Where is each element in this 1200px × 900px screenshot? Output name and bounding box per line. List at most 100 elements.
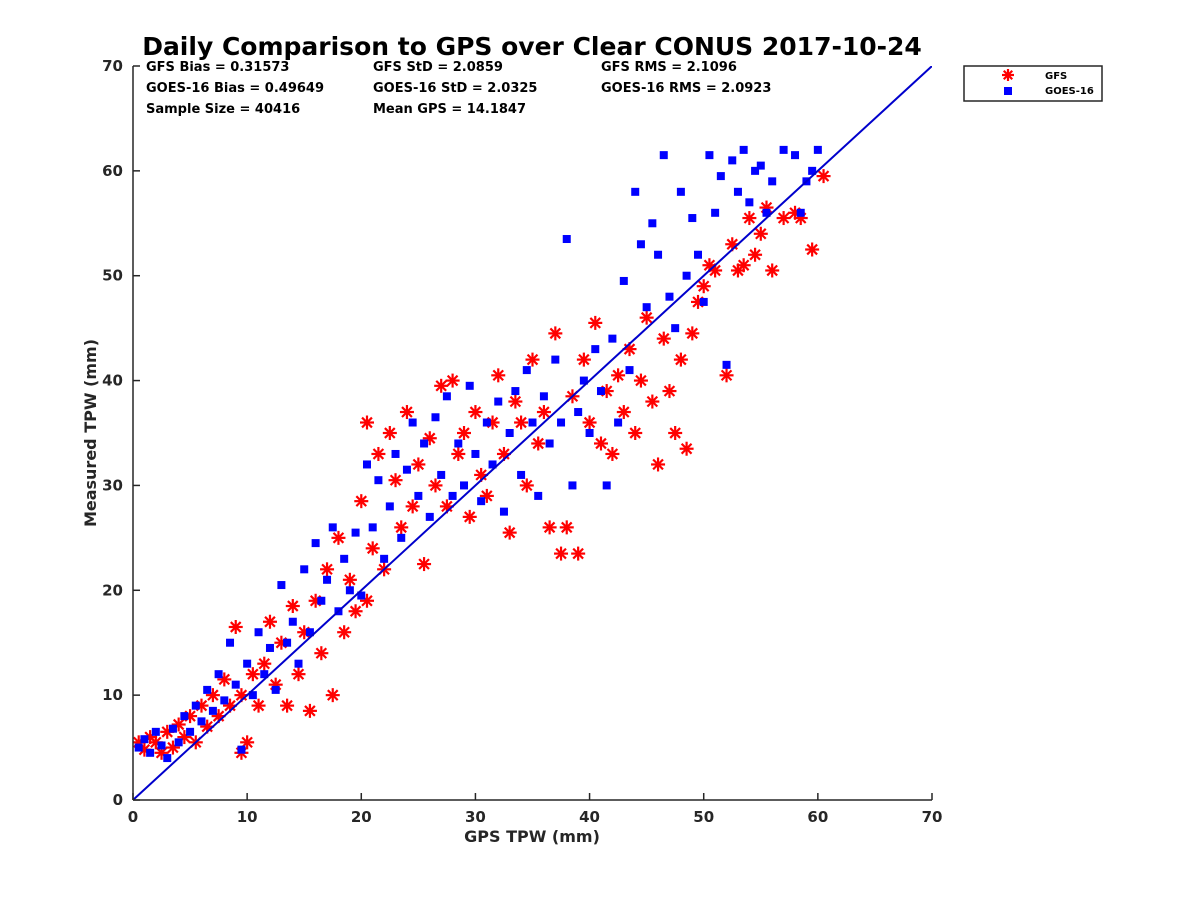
goes16-point bbox=[642, 303, 651, 312]
goes16-point bbox=[791, 151, 800, 160]
x-tick-label: 0 bbox=[128, 808, 138, 826]
goes16-point bbox=[237, 745, 246, 754]
gfs-point bbox=[462, 509, 477, 524]
y-tick-label: 10 bbox=[102, 686, 123, 704]
goes16-point bbox=[562, 235, 571, 244]
y-axis-label: Measured TPW (mm) bbox=[81, 339, 100, 527]
stat-mean-gps: Mean GPS = 14.1847 bbox=[373, 102, 526, 117]
reference-line bbox=[133, 66, 932, 800]
goes16-point bbox=[534, 491, 543, 500]
gfs-point bbox=[257, 656, 272, 671]
gfs-point bbox=[542, 520, 557, 535]
gfs-point bbox=[291, 667, 306, 682]
goes16-point bbox=[191, 701, 200, 710]
goes16-point bbox=[151, 727, 160, 736]
goes16-point bbox=[557, 418, 566, 427]
gfs-point bbox=[588, 315, 603, 330]
goes16-point bbox=[779, 145, 788, 154]
goes16-point bbox=[174, 738, 183, 747]
y-tick-label: 30 bbox=[102, 476, 123, 494]
gfs-point bbox=[280, 698, 295, 713]
plot-area bbox=[133, 66, 932, 800]
goes16-point bbox=[431, 413, 440, 422]
goes16-point bbox=[442, 392, 451, 401]
goes16-point bbox=[305, 628, 314, 637]
goes16-point bbox=[636, 240, 645, 249]
goes16-point bbox=[271, 685, 280, 694]
goes16-point bbox=[522, 366, 531, 375]
goes16-point bbox=[254, 628, 263, 637]
goes16-point bbox=[694, 250, 703, 259]
goes16-point bbox=[585, 429, 594, 437]
goes16-point bbox=[808, 166, 817, 175]
gfs-point bbox=[228, 619, 243, 634]
goes16-point bbox=[711, 208, 720, 217]
gfs-point bbox=[394, 520, 409, 535]
goes16-point bbox=[380, 554, 389, 563]
goes16-point bbox=[505, 429, 514, 437]
gfs-point bbox=[434, 378, 449, 393]
goes16-point bbox=[739, 145, 748, 154]
goes16-point bbox=[574, 408, 583, 417]
x-tick-label: 70 bbox=[922, 808, 943, 826]
goes16-point bbox=[596, 387, 605, 396]
goes16-point bbox=[220, 696, 229, 705]
x-tick-label: 10 bbox=[237, 808, 258, 826]
goes16-point bbox=[323, 575, 332, 584]
gfs-point bbox=[748, 247, 763, 262]
goes16-point bbox=[465, 381, 474, 390]
goes16-point bbox=[157, 741, 166, 750]
stat-gfs-bias: GFS Bias = 0.31573 bbox=[146, 60, 289, 75]
gfs-point bbox=[673, 352, 688, 367]
gfs-point bbox=[251, 698, 266, 713]
y-axis-ticks: 0 10 20 30 40 50 60 70 bbox=[102, 57, 140, 809]
goes16-point bbox=[751, 166, 760, 175]
chart-title: Daily Comparison to GPS over Clear CONUS… bbox=[142, 32, 922, 61]
goes16-point bbox=[402, 465, 411, 474]
goes16-point bbox=[579, 376, 588, 385]
gfs-point bbox=[639, 310, 654, 325]
goes16-point bbox=[813, 145, 822, 154]
gfs-point bbox=[262, 614, 277, 629]
goes16-point bbox=[345, 586, 354, 595]
goes16-point bbox=[391, 449, 400, 458]
gfs-point bbox=[325, 688, 340, 703]
gfs-point bbox=[405, 499, 420, 514]
gfs-point bbox=[576, 352, 591, 367]
goes16-point bbox=[568, 481, 577, 490]
gfs-point bbox=[491, 368, 506, 383]
gfs-point bbox=[514, 415, 529, 430]
goes16-point bbox=[357, 591, 366, 600]
goes16-point bbox=[482, 418, 491, 427]
gfs-point bbox=[382, 426, 397, 440]
gfs-point bbox=[314, 646, 329, 661]
gfs-point bbox=[753, 226, 768, 241]
gfs-point bbox=[399, 405, 414, 420]
y-tick-label: 20 bbox=[102, 581, 123, 599]
gfs-point bbox=[633, 373, 648, 388]
gfs-point bbox=[468, 405, 483, 420]
gfs-point bbox=[508, 394, 523, 409]
gfs-point bbox=[668, 426, 683, 440]
goes16-point bbox=[226, 638, 235, 647]
gfs-point bbox=[616, 405, 631, 420]
gfs-point bbox=[411, 457, 426, 472]
goes16-point bbox=[203, 685, 212, 694]
gfs-point bbox=[651, 457, 666, 472]
gfs-point bbox=[582, 415, 597, 430]
goes16-point bbox=[163, 754, 172, 763]
y-tick-label: 60 bbox=[102, 162, 123, 180]
stat-goes16-std: GOES-16 StD = 2.0325 bbox=[373, 81, 537, 96]
goes16-point bbox=[397, 533, 406, 542]
gfs-point bbox=[662, 384, 677, 399]
goes16-point bbox=[311, 539, 320, 548]
goes16-point bbox=[408, 418, 417, 427]
gfs-point bbox=[685, 326, 700, 341]
goes16-point bbox=[517, 470, 526, 479]
gfs-point bbox=[611, 368, 626, 383]
x-tick-label: 20 bbox=[351, 808, 372, 826]
goes16-point bbox=[294, 659, 303, 668]
gfs-point bbox=[365, 541, 380, 556]
stat-gfs-rms: GFS RMS = 2.1096 bbox=[601, 60, 737, 75]
